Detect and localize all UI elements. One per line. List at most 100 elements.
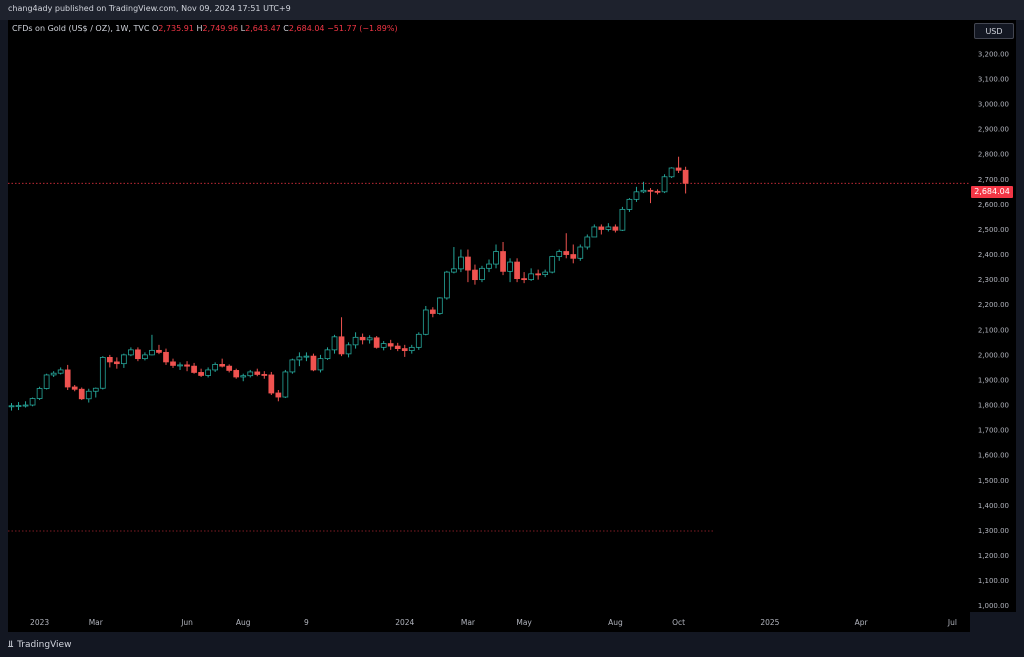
candle-down[interactable] — [682, 169, 689, 184]
candle-down[interactable] — [275, 392, 282, 398]
candle-down[interactable] — [113, 361, 120, 365]
candle-down[interactable] — [106, 356, 113, 363]
candle-up[interactable] — [507, 261, 513, 272]
candle-down[interactable] — [135, 349, 141, 360]
candle-down[interactable] — [163, 351, 169, 363]
candle-up[interactable] — [289, 359, 296, 373]
currency-button[interactable]: USD — [974, 23, 1014, 39]
candle-up[interactable] — [99, 356, 106, 389]
candle-up[interactable] — [345, 344, 352, 355]
candle-up[interactable] — [43, 374, 50, 389]
candle-up[interactable] — [577, 246, 584, 259]
candle-up[interactable] — [436, 297, 443, 314]
candle-down[interactable] — [198, 372, 204, 376]
candle-up[interactable] — [415, 333, 422, 348]
candle-down[interactable] — [338, 336, 345, 355]
candle-down[interactable] — [170, 361, 176, 366]
candle-down[interactable] — [78, 388, 85, 400]
candle-down[interactable] — [71, 386, 78, 390]
candle-up[interactable] — [303, 355, 310, 358]
candle-down[interactable] — [268, 374, 275, 394]
candle-up[interactable] — [121, 354, 127, 365]
candle-up[interactable] — [29, 398, 36, 406]
candle-up[interactable] — [177, 364, 183, 367]
candle-down[interactable] — [394, 345, 401, 350]
candle-down[interactable] — [219, 364, 226, 367]
candle-up[interactable] — [317, 358, 324, 371]
candle-up[interactable] — [486, 263, 492, 269]
candle-up[interactable] — [36, 388, 43, 399]
candle-down[interactable] — [310, 355, 317, 371]
candle-down[interactable] — [64, 369, 71, 388]
candle-up[interactable] — [619, 208, 626, 231]
candle-up[interactable] — [212, 364, 219, 371]
candle-down[interactable] — [373, 337, 380, 348]
candle-up[interactable] — [542, 271, 549, 276]
candle-down[interactable] — [654, 190, 661, 193]
candle-down[interactable] — [563, 251, 570, 255]
chart-area[interactable] — [8, 20, 970, 612]
candle-up[interactable] — [149, 349, 155, 356]
candle-down[interactable] — [191, 365, 197, 373]
candle-down[interactable] — [465, 256, 471, 271]
candle-up[interactable] — [50, 372, 57, 376]
candle-up[interactable] — [493, 251, 499, 265]
candle-down[interactable] — [500, 251, 506, 272]
candle-up[interactable] — [331, 336, 338, 351]
candle-up[interactable] — [422, 309, 429, 335]
candle-up[interactable] — [458, 256, 464, 270]
candle-up[interactable] — [380, 343, 387, 348]
candle-up[interactable] — [8, 405, 15, 408]
candle-up[interactable] — [661, 176, 668, 193]
candle-up[interactable] — [584, 236, 591, 248]
candle-up[interactable] — [352, 336, 359, 346]
candle-up[interactable] — [633, 191, 640, 200]
candle-down[interactable] — [472, 269, 478, 281]
candle-down[interactable] — [254, 371, 261, 375]
candle-up[interactable] — [15, 405, 22, 407]
candle-up[interactable] — [128, 349, 134, 356]
candle-down[interactable] — [401, 348, 408, 352]
price-axis[interactable] — [970, 20, 1016, 612]
candle-up[interactable] — [240, 375, 247, 378]
candle-down[interactable] — [514, 261, 520, 280]
candle-up[interactable] — [444, 271, 450, 299]
candle-up[interactable] — [205, 369, 211, 376]
candle-down[interactable] — [647, 189, 654, 192]
candle-down[interactable] — [387, 343, 394, 347]
candle-up[interactable] — [22, 404, 29, 407]
candle-down[interactable] — [156, 349, 162, 353]
candle-up[interactable] — [142, 354, 148, 360]
candle-up[interactable] — [640, 189, 647, 193]
candle-down[interactable] — [233, 370, 240, 378]
candle-down[interactable] — [429, 309, 436, 314]
candle-up[interactable] — [479, 267, 485, 281]
candle-up[interactable] — [247, 371, 254, 377]
candle-down[interactable] — [598, 226, 605, 230]
time-axis[interactable] — [8, 612, 970, 632]
candle-down[interactable] — [612, 226, 619, 231]
candle-up[interactable] — [282, 371, 289, 398]
candle-down[interactable] — [226, 365, 233, 371]
candle-down[interactable] — [675, 167, 682, 171]
candle-up[interactable] — [324, 349, 331, 360]
candle-up[interactable] — [556, 251, 563, 257]
candle-down[interactable] — [521, 278, 527, 281]
candle-up[interactable] — [296, 356, 303, 361]
candle-up[interactable] — [549, 256, 556, 273]
candle-up[interactable] — [85, 390, 92, 400]
candle-up[interactable] — [92, 387, 99, 392]
candle-up[interactable] — [366, 337, 373, 341]
candle-down[interactable] — [359, 336, 366, 341]
candle-down[interactable] — [261, 374, 268, 376]
tradingview-logo[interactable]: ⫫ TradingView — [8, 640, 71, 650]
candle-up[interactable] — [668, 167, 675, 178]
candle-down[interactable] — [184, 364, 190, 367]
candle-up[interactable] — [528, 273, 534, 281]
candle-up[interactable] — [591, 226, 598, 238]
candle-up[interactable] — [408, 346, 415, 352]
symbol-name[interactable]: CFDs on Gold (US$ / OZ), 1W, TVC — [12, 24, 150, 33]
candle-up[interactable] — [57, 369, 64, 374]
candle-up[interactable] — [451, 268, 457, 273]
